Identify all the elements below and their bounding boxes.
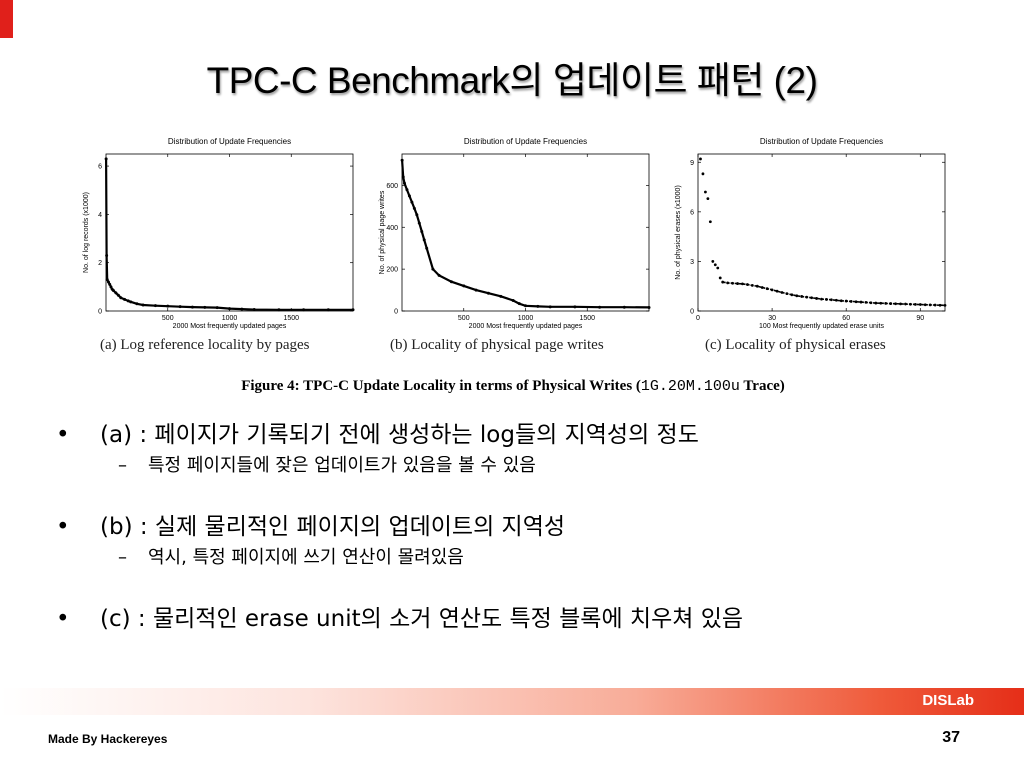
plot-frame [697,153,946,312]
sub-bullet-dash: – [118,547,127,568]
x-tick-label: 1000 [222,315,238,322]
corner-accent [0,0,13,38]
chart-svg: Distribution of Update Frequencies 0 200 40… [379,137,651,330]
x-axis-label: 100 Most frequently updated erase units [759,323,884,330]
brand-label: DISLab [922,692,974,709]
bottom-banner [0,688,1024,715]
chart-svg: Distribution of Update Frequencies 0 2 4 6 50… [83,137,355,330]
sub-bullet-dash: – [118,455,127,476]
x-tick-label: 60 [842,315,850,322]
y-axis-label: No. of log records (x1000) [83,192,90,273]
data-point [718,276,722,280]
chart-title: Distribution of Update Frequencies [760,137,883,146]
y-tick-label: 6 [98,164,102,171]
sub-bullet-text: 역시, 특정 페이지에 쓰기 연산이 몰려있음 [148,547,464,568]
data-series [105,158,353,311]
sub-bullet-item: – 특정 페이지들에 잦은 업데이트가 있음을 볼 수 있음 [56,452,1016,480]
chart-title: Distribution of Update Frequencies [464,137,587,146]
bullet-dot: • [56,514,70,540]
bullet-text: (c) : 물리적인 erase unit의 소거 연산도 특정 블록에 치우쳐… [100,606,744,632]
slide-title: TPC-C Benchmark의 업데이트 패턴 (2) [206,60,818,101]
caption-b: (b) Locality of physical page writes [390,337,604,353]
data-point [716,266,720,270]
x-tick-label: 90 [916,315,924,322]
figure-caption: Figure 4: TPC-C Update Locality in terms… [78,378,948,395]
bullet-item: • (a) : 페이지가 기록되기 전에 생성하는 log들의 지역성의 정도 [56,418,1016,452]
y-tick-label: 200 [386,267,398,274]
bullet-text: (b) : 실제 물리적인 페이지의 업데이트의 지역성 [100,514,566,540]
data-point [701,172,705,176]
y-tick-label: 0 [394,309,398,316]
data-series [722,281,946,307]
data-point [713,263,717,267]
bullet-item: • (b) : 실제 물리적인 페이지의 업데이트의 지역성 [56,510,1016,544]
page-number: 37 [942,729,960,746]
y-axis-label: No. of physical page writes [379,190,386,274]
x-tick-label: 500 [162,315,174,322]
y-tick-label: 3 [690,259,694,266]
data-point [699,157,702,161]
y-tick-label: 0 [690,309,694,316]
bullet-list: • (a) : 페이지가 기록되기 전에 생성하는 log들의 지역성의 정도 –… [56,418,1016,636]
figure-4: Distribution of Update Frequencies 0 2 4 6 50… [78,128,948,400]
bullet-text: (a) : 페이지가 기록되기 전에 생성하는 log들의 지역성의 정도 [100,422,699,448]
y-tick-label: 600 [386,183,398,190]
bullet-dot: • [56,606,70,632]
chart-a: Distribution of Update Frequencies 0 2 4 6 50… [78,128,358,358]
y-axis-label: No. of physical erases (x1000) [675,185,682,280]
caption-c: (c) Locality of physical erases [705,337,886,353]
figure-caption-suffix: Trace) [739,378,785,394]
x-tick-label: 30 [768,315,776,322]
x-axis-label: 2000 Most frequently updated pages [469,323,583,330]
y-tick-label: 9 [690,160,694,167]
plot-frame [401,153,650,312]
x-tick-label: 500 [458,315,470,322]
y-tick-label: 6 [690,209,694,216]
chart-title: Distribution of Update Frequencies [168,137,291,146]
caption-a: (a) Log reference locality by pages [100,337,310,353]
sub-bullet-item: – 역시, 특정 페이지에 쓰기 연산이 몰려있음 [56,544,1016,572]
data-series [401,160,650,309]
bullet-item: • (c) : 물리적인 erase unit의 소거 연산도 특정 블록에 치우… [56,602,1016,636]
x-tick-label: 1500 [283,315,299,322]
footer-author: Made By Hackereyes [48,732,168,746]
sub-bullet-text: 특정 페이지들에 잦은 업데이트가 있음을 볼 수 있음 [148,455,536,476]
x-axis-label: 2000 Most frequently updated pages [173,323,287,330]
y-tick-label: 2 [98,260,102,267]
figure-caption-prefix: Figure 4: TPC-C Update Locality in terms… [241,378,641,394]
data-point [711,260,715,263]
y-tick-label: 0 [98,309,102,316]
data-point [706,197,710,201]
x-tick-label: 1500 [579,315,595,322]
plot-frame [105,153,354,312]
chart-b: Distribution of Update Frequencies 0 200 40… [374,128,654,358]
data-point [704,190,707,194]
data-point [708,220,712,224]
y-tick-label: 400 [386,225,398,232]
x-tick-label: 1000 [518,315,534,322]
y-tick-label: 4 [98,212,102,219]
x-tick-label: 0 [696,315,700,322]
chart-c: Distribution of Update Frequencies 0 3 6 9 0 3… [670,128,950,358]
bullet-dot: • [56,422,70,448]
figure-caption-trace: 1G.20M.100u [640,378,740,395]
